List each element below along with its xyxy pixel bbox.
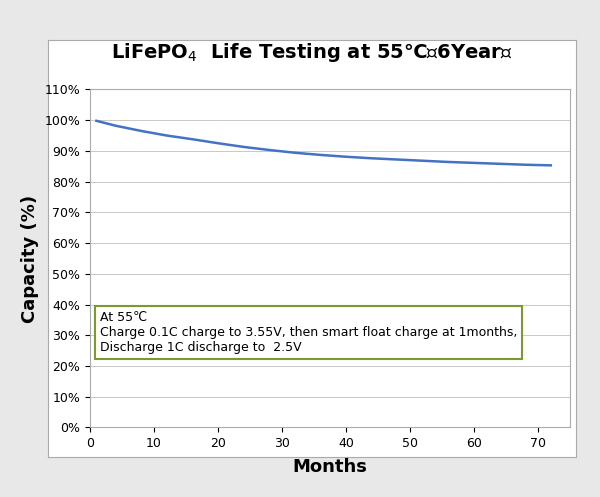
Text: At 55℃
Charge 0.1C charge to 3.55V, then smart float charge at 1months,
Discharg: At 55℃ Charge 0.1C charge to 3.55V, then… xyxy=(100,311,517,354)
Y-axis label: Capacity (%): Capacity (%) xyxy=(21,194,39,323)
X-axis label: Months: Months xyxy=(293,458,367,477)
Text: LiFePO$_4$  Life Testing at 55℃（6Year）: LiFePO$_4$ Life Testing at 55℃（6Year） xyxy=(111,41,513,64)
